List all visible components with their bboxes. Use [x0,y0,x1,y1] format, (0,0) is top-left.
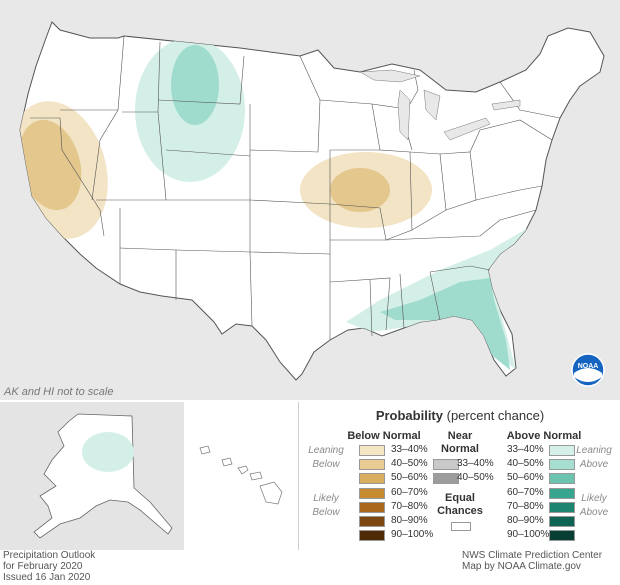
below-label-4: 70–80% [391,500,428,512]
hawaii-map [186,402,296,550]
legend-title-bold: Probability [375,408,443,423]
near-normal-header-2: Normal [441,443,479,455]
below-label-2: 50–60% [391,472,428,484]
legend-title-rest: (percent chance) [443,408,545,423]
footer-right: NWS Climate Prediction Center Map by NOA… [462,550,602,572]
near-normal-header-1: Near [447,430,473,442]
leaning-above-1: Leaning [576,445,612,456]
hawaii-panel [186,402,296,550]
near-swatch-0 [433,459,459,470]
footer-title: Precipitation Outlook [3,550,96,561]
below-label-5: 80–90% [391,515,428,526]
likely-below-2: Below [312,507,340,518]
leaning-above-2: Above [579,459,609,470]
above-label-3: 60–70% [507,486,544,498]
equal-chances-swatch [451,522,471,531]
footer-credit-cpc: NWS Climate Prediction Center [462,550,603,561]
above-label-1: 40–50% [507,458,544,470]
outlook-alaska [82,432,134,472]
leaning-below-label: Leaning Below [301,444,351,472]
outlook-midwest-inner [330,168,390,212]
near-label-0: 33–40% [457,458,494,469]
leaning-above-label: Leaning Above [569,444,619,472]
above-label-6: 90–100% [507,529,550,541]
likely-below-label: Likely Below [301,492,351,520]
conus-map [0,0,620,400]
below-normal-header: Below Normal [347,430,421,442]
footer-issued: Issued 16 Jan 2020 [3,572,91,583]
above-swatch-3 [549,487,575,499]
scale-note: AK and HI not to scale [4,386,114,398]
equal-chances-2: Chances [437,505,483,517]
footer-left: Precipitation Outlook for February 2020 … [3,550,95,583]
below-swatch-0 [359,445,385,456]
below-swatch-4 [359,501,385,513]
below-swatch-1 [359,459,385,471]
outlook-southeast-inner [380,278,510,370]
alaska-map [0,402,184,550]
below-swatch-3 [359,487,385,499]
likely-above-1: Likely [581,493,607,504]
equal-chances-1: Equal [445,492,475,504]
above-label-0: 33–40% [507,444,544,455]
above-label-2: 50–60% [507,472,544,484]
noaa-logo: NOAA [571,353,605,387]
leaning-below-2: Below [312,459,340,470]
below-swatch-5 [359,516,385,527]
below-label-6: 90–100% [391,529,434,541]
below-label-1: 40–50% [391,458,428,470]
legend: Probability (percent chance) Below Norma… [298,402,620,550]
likely-below-1: Likely [313,493,339,504]
likely-above-label: Likely Above [569,492,619,520]
footer-period: for February 2020 [3,561,83,572]
above-normal-header: Above Normal [506,430,582,442]
above-label-5: 80–90% [507,515,544,526]
above-swatch-1 [549,459,575,471]
likely-above-2: Above [579,507,609,518]
footer-credit-map: Map by NOAA Climate.gov [462,561,581,572]
below-swatch-6 [359,530,385,542]
above-swatch-0 [549,445,575,456]
great-lakes [359,69,521,141]
near-swatch-1 [433,473,459,485]
below-swatch-2 [359,473,385,485]
alaska-panel [0,402,184,550]
below-label-3: 60–70% [391,486,428,498]
noaa-logo-text: NOAA [578,363,599,370]
above-swatch-2 [549,473,575,485]
above-swatch-5 [549,516,575,527]
near-label-1: 40–50% [457,472,494,484]
legend-title: Probability (percent chance) [299,408,620,423]
leaning-below-1: Leaning [308,445,344,456]
below-label-0: 33–40% [391,444,428,455]
above-swatch-4 [549,501,575,513]
above-swatch-6 [549,530,575,542]
state-borders [30,35,561,340]
above-label-4: 70–80% [507,500,544,512]
outlook-ca-inner [20,119,82,211]
outlook-rockies-inner [171,45,219,125]
